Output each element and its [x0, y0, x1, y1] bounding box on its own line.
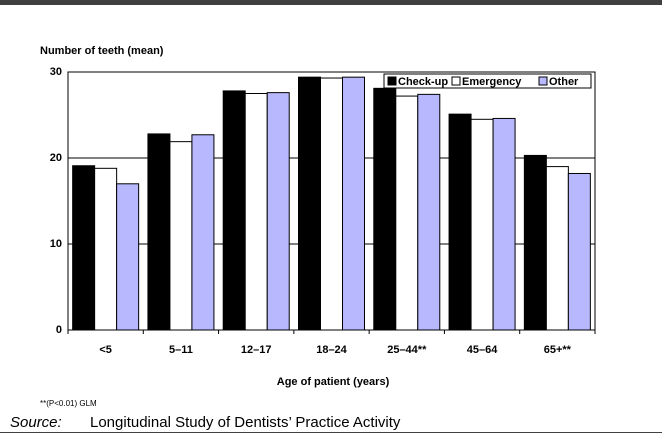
- legend-swatch: [387, 76, 397, 86]
- x-tick-label: 12–17: [241, 344, 272, 356]
- x-tick-label: 5–11: [169, 344, 193, 356]
- bar: [523, 154, 547, 331]
- bar: [342, 76, 365, 331]
- bar: [373, 87, 397, 331]
- x-axis-label: Age of patient (years): [277, 376, 390, 388]
- y-tick-label: 30: [50, 66, 62, 78]
- bar: [222, 90, 246, 331]
- bar: [94, 167, 118, 331]
- legend-label: Emergency: [462, 76, 522, 88]
- bar: [298, 76, 321, 331]
- source-text: Longitudinal Study of Dentists’ Practice…: [90, 414, 401, 431]
- legend-swatch: [538, 76, 548, 86]
- source-label: Source:: [10, 414, 62, 431]
- footnote: **(P<0.01) GLM: [40, 399, 97, 408]
- bar: [147, 133, 171, 331]
- bar: [545, 166, 569, 331]
- bar: [395, 95, 419, 331]
- bar: [116, 183, 140, 331]
- bar: [191, 134, 215, 331]
- bar: [169, 141, 193, 331]
- x-tick-label: 25–44**: [387, 344, 427, 356]
- y-tick-label: 10: [50, 238, 62, 250]
- bar: [492, 117, 516, 331]
- bar: [470, 118, 494, 331]
- legend-label: Check-up: [398, 76, 448, 88]
- x-tick-label: 45–64: [467, 344, 498, 356]
- bar: [72, 165, 96, 331]
- y-tick-label: 0: [56, 324, 62, 336]
- bar: [417, 93, 441, 331]
- bar: [320, 77, 343, 331]
- legend-swatch: [451, 76, 461, 86]
- bar: [567, 172, 591, 331]
- x-tick-label: 65+**: [544, 344, 572, 356]
- y-axis-label: Number of teeth (mean): [40, 45, 164, 57]
- top-border: [0, 0, 662, 5]
- bar: [244, 93, 268, 331]
- x-tick-label: 18–24: [316, 344, 347, 356]
- y-tick-label: 20: [50, 152, 62, 164]
- bar: [266, 92, 290, 331]
- legend-label: Other: [549, 76, 579, 88]
- bar: [448, 113, 472, 331]
- bottom-border: [0, 432, 662, 433]
- x-tick-label: <5: [99, 344, 112, 356]
